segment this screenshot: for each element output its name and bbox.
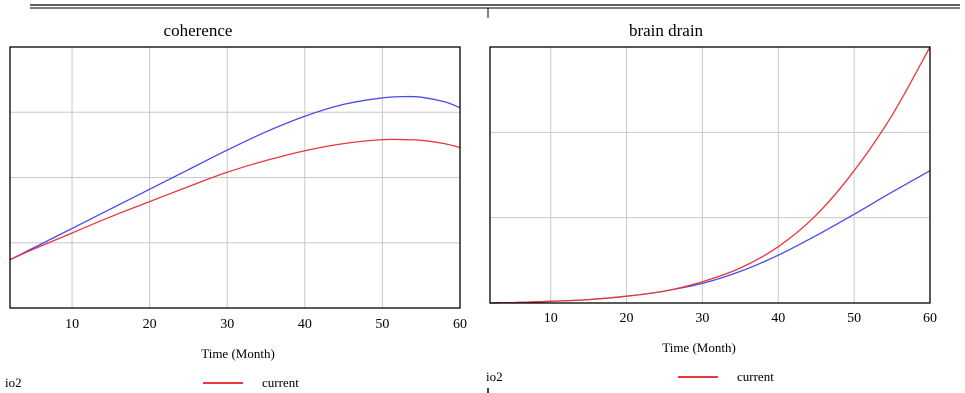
chart-coherence: coherence 10 20 30 40 50 60 Time (Month) io2 … [5, 21, 467, 390]
x-tick-label: 30 [695, 311, 709, 326]
series-line-current [9, 138, 461, 261]
x-tick-label: 10 [544, 311, 558, 326]
legend-label-current: current [737, 369, 774, 384]
legend-left-text: io2 [486, 369, 503, 384]
x-tick-labels: 10 20 30 40 50 60 [65, 317, 467, 332]
x-tick-label: 40 [298, 317, 312, 332]
x-tick-label: 20 [620, 311, 634, 326]
x-axis-label: Time (Month) [662, 340, 736, 355]
x-tick-label: 60 [453, 317, 467, 332]
series-lines [489, 46, 931, 304]
series-lines [9, 95, 461, 261]
x-axis-label: Time (Month) [201, 346, 275, 361]
legend-label-current: current [262, 375, 299, 390]
series-line-blue [9, 95, 461, 261]
x-tick-label: 20 [143, 317, 157, 332]
x-tick-labels: 10 20 30 40 50 60 [544, 311, 937, 326]
series-line-blue [489, 170, 931, 304]
x-tick-label: 10 [65, 317, 79, 332]
grid-lines [10, 47, 460, 308]
plot-frame [489, 46, 931, 304]
legend-left-text: io2 [5, 375, 22, 390]
chart-title: brain drain [629, 21, 704, 40]
chart-title: coherence [164, 21, 233, 40]
plot-frame [9, 46, 461, 309]
x-tick-label: 50 [847, 311, 861, 326]
grid-lines [490, 47, 930, 303]
x-tick-label: 50 [375, 317, 389, 332]
series-line-current [489, 46, 931, 304]
chart-brain-drain: brain drain 10 20 30 40 50 60 Time (Month) io… [486, 21, 937, 384]
x-tick-label: 30 [220, 317, 234, 332]
x-tick-label: 40 [771, 311, 785, 326]
x-tick-label: 60 [923, 311, 937, 326]
